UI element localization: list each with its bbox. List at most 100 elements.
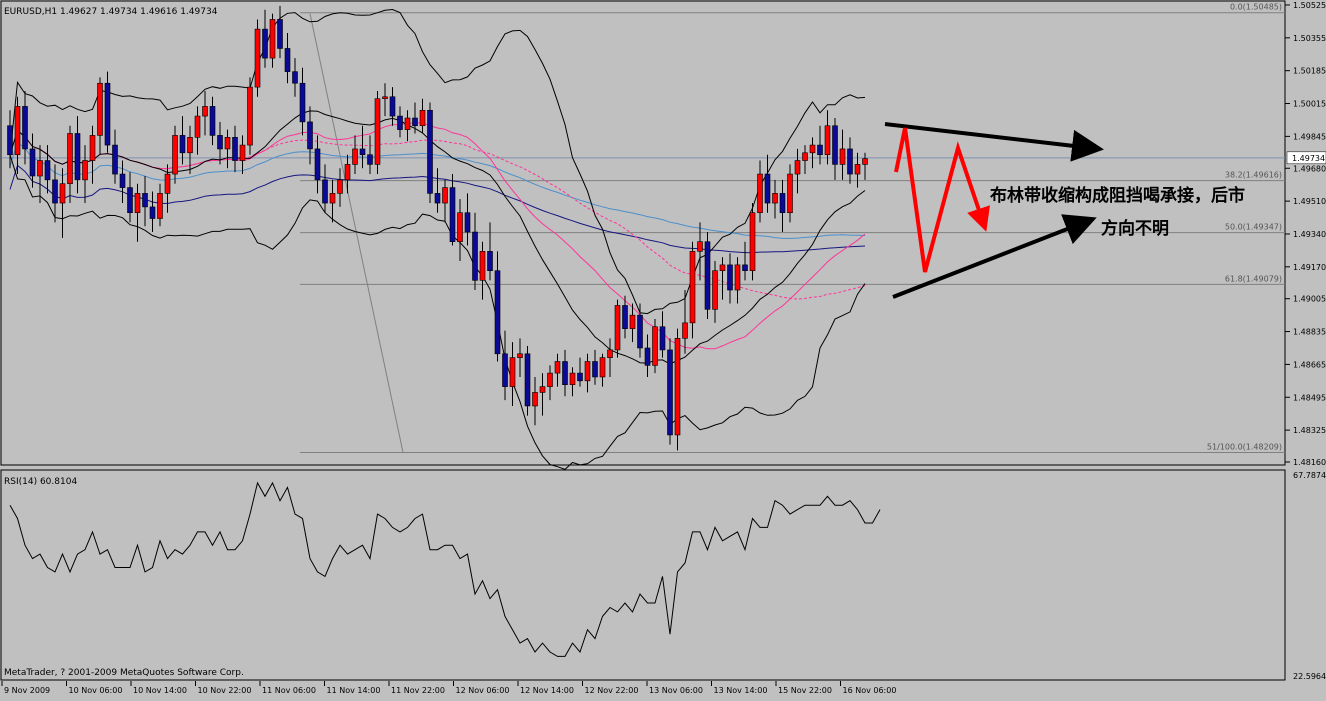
- candle-body: [547, 372, 553, 387]
- candle-body: [457, 212, 463, 242]
- y-tick-label: 1.49170: [1293, 263, 1326, 272]
- candle-body: [712, 270, 718, 310]
- x-tick-label: 12 Nov 22:00: [585, 686, 639, 695]
- candle-body: [359, 148, 366, 156]
- candle-body: [652, 326, 658, 366]
- candle-body: [239, 144, 246, 161]
- candle-body: [37, 160, 43, 177]
- ma-blue-line: [9, 141, 866, 239]
- candle-body: [742, 264, 748, 271]
- candle-body: [292, 71, 298, 84]
- candle-body: [644, 347, 651, 366]
- bollinger-middle-line: [9, 110, 866, 365]
- candle-body: [719, 264, 726, 271]
- x-tick-label: 11 Nov 14:00: [327, 686, 381, 695]
- x-tick-label: 15 Nov 22:00: [778, 686, 832, 695]
- lower-black-arrow: [892, 214, 1097, 299]
- candle-body: [794, 160, 801, 175]
- candle-body: [67, 133, 73, 185]
- candle-body: [112, 144, 118, 175]
- candle-body: [584, 361, 591, 382]
- candle-body: [382, 96, 388, 99]
- current-price-label: 1.49734: [1292, 154, 1325, 163]
- candle-body: [97, 82, 103, 136]
- x-tick-label: 10 Nov 22:00: [198, 686, 252, 695]
- candle-body: [164, 173, 171, 194]
- annotation-line-1: 布林带收缩构成阻挡喝承接，后市: [990, 185, 1245, 206]
- rsi-layer: [9, 481, 881, 657]
- rsi-y-tick-label: 22.5964: [1293, 672, 1326, 681]
- candle-body: [704, 241, 711, 310]
- candle-body: [419, 109, 426, 127]
- candle-body: [727, 264, 733, 291]
- y-tick-label: 1.50185: [1293, 67, 1326, 76]
- candle-body: [772, 193, 778, 204]
- candle-body: [494, 270, 501, 355]
- candle-body: [569, 372, 576, 386]
- candle-body: [404, 117, 411, 130]
- x-tick-label: 12 Nov 06:00: [456, 686, 510, 695]
- candle-body: [509, 357, 516, 387]
- candle-body: [22, 106, 28, 150]
- fib-trend-line: [309, 13, 404, 453]
- x-tick-label: 13 Nov 14:00: [714, 686, 768, 695]
- candle-body: [667, 349, 673, 436]
- y-tick-label: 1.49845: [1293, 132, 1326, 141]
- candle-body: [607, 349, 613, 358]
- candle-body: [337, 179, 343, 194]
- rsi-label: RSI(14) 60.8104: [4, 477, 77, 487]
- candle-body: [269, 19, 276, 59]
- candle-body: [562, 361, 568, 386]
- candle-body: [472, 231, 478, 281]
- fib-level-label: 38.2(1.49616): [1225, 171, 1282, 180]
- candle-body: [854, 164, 861, 175]
- candle-body: [517, 353, 523, 358]
- candle-body: [622, 305, 628, 329]
- candle-body: [277, 19, 283, 49]
- candle-body: [314, 148, 321, 181]
- fib-level-label: 50.0(1.49347): [1225, 223, 1282, 232]
- candle-body: [802, 152, 808, 161]
- candle-body: [824, 125, 831, 156]
- candle-body: [127, 187, 133, 214]
- candle-body: [659, 326, 666, 351]
- candle-body: [397, 115, 403, 130]
- candle-body: [74, 133, 81, 181]
- candle-body: [434, 193, 441, 204]
- candle-body: [389, 96, 396, 117]
- candle-body: [524, 353, 531, 407]
- arrow-layer: [884, 122, 1104, 299]
- candle-body: [344, 164, 351, 181]
- y-tick-label: 1.50015: [1293, 100, 1326, 109]
- candle-body: [862, 158, 868, 165]
- candle-body: [142, 193, 148, 208]
- candles-layer: [7, 5, 868, 451]
- y-tick-label: 1.50355: [1293, 34, 1326, 43]
- candle-body: [674, 338, 681, 436]
- x-tick-label: 11 Nov 22:00: [391, 686, 445, 695]
- candle-body: [367, 154, 373, 165]
- candle-body: [682, 322, 688, 339]
- red-zigzag-arrow: [894, 127, 990, 273]
- candle-body: [817, 144, 823, 156]
- candle-body: [149, 206, 156, 219]
- candle-body: [502, 353, 508, 387]
- candle-body: [539, 386, 546, 393]
- fib-level-label: 61.8(1.49079): [1225, 274, 1282, 283]
- y-tick-label: 1.48495: [1293, 393, 1326, 402]
- candle-body: [247, 86, 253, 146]
- y-tick-label: 1.48835: [1293, 328, 1326, 337]
- candle-body: [179, 135, 186, 154]
- candle-body: [82, 160, 88, 181]
- y-tick-label: 1.48160: [1293, 458, 1326, 467]
- candle-body: [479, 251, 486, 281]
- y-tick-label: 1.48665: [1293, 360, 1326, 369]
- candle-body: [847, 148, 853, 175]
- candle-body: [749, 212, 756, 271]
- upper-black-arrow: [884, 122, 1104, 162]
- candle-body: [217, 135, 223, 150]
- candle-body: [232, 137, 238, 161]
- candle-body: [487, 251, 493, 271]
- candle-body: [412, 117, 418, 127]
